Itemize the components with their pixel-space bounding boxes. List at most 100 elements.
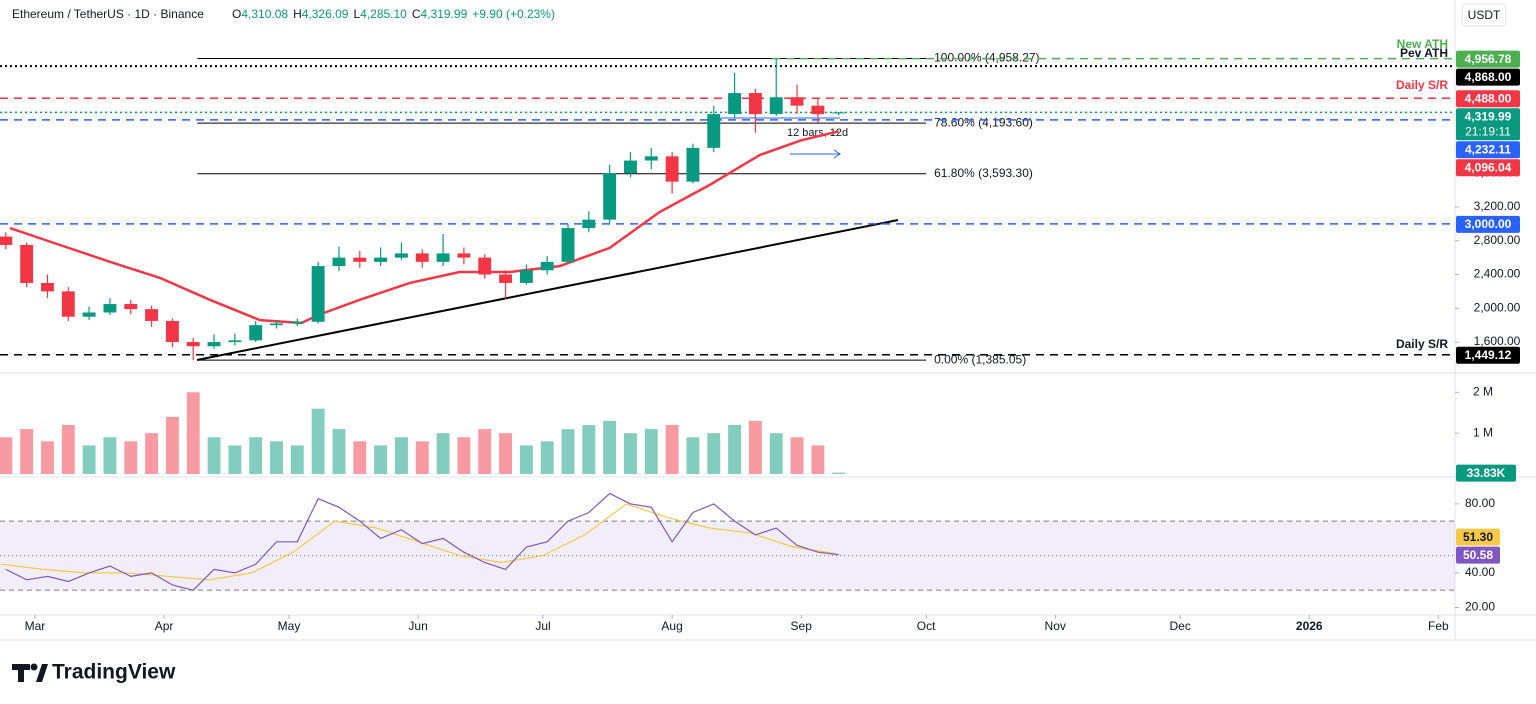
price-badge — [1456, 215, 1520, 233]
x-tick-label: May — [278, 619, 301, 633]
candle-body — [20, 244, 34, 283]
price-badge — [1456, 159, 1520, 177]
volume-bar — [61, 425, 75, 474]
y-tick-label: 2,800.00 — [1474, 233, 1521, 247]
ohlc-value: 4,319.99 — [421, 7, 468, 21]
volume-bar — [686, 437, 700, 474]
candle-body — [0, 236, 13, 245]
annotation: Pev ATH — [1400, 46, 1448, 60]
volume-bar — [603, 420, 617, 474]
volume-bar — [519, 445, 533, 474]
currency[interactable]: USDT — [1468, 8, 1501, 22]
candle-body — [790, 97, 804, 106]
volume-bar — [374, 445, 388, 474]
candle-body — [353, 257, 367, 262]
volume-badge-label: 33.83K — [1467, 466, 1506, 480]
candle-body — [41, 282, 54, 292]
ohlc-value: 4,285.10 — [360, 7, 407, 21]
change: +9.90 (+0.23%) — [472, 7, 555, 21]
price-badge — [1456, 108, 1520, 141]
ohlc-value: 4,310.08 — [241, 7, 288, 21]
rsi-tick-label: 20.00 — [1465, 600, 1495, 614]
ohlc-key: C — [412, 7, 421, 21]
rsi-ma-line — [1, 503, 835, 581]
candle-body — [748, 93, 762, 115]
volume-bar — [415, 441, 429, 474]
logo-shape — [12, 664, 30, 682]
candle-body — [624, 160, 637, 174]
price-badge-label: 4,488.00 — [1465, 91, 1512, 105]
candle-body — [519, 270, 533, 283]
rsi-ma-badge — [1456, 528, 1500, 546]
ema-line — [9, 130, 839, 325]
candle-body — [811, 105, 825, 115]
candle-body — [728, 93, 742, 115]
x-tick-label: Oct — [917, 619, 936, 633]
candle-body — [374, 257, 388, 262]
volume-bar — [290, 445, 304, 474]
rsi-badge — [1456, 546, 1500, 564]
price-badge-label: 4,956.78 — [1465, 52, 1512, 66]
volume-bar — [478, 429, 492, 474]
x-tick-label: Apr — [155, 619, 174, 633]
x-tick-label: Dec — [1169, 619, 1190, 633]
candle-body — [436, 253, 450, 262]
trendline — [196, 219, 899, 361]
candle-body — [207, 342, 221, 347]
rsi-tick-label: 40.00 — [1465, 565, 1495, 579]
ohlc-key: H — [293, 7, 302, 21]
volume-bar — [207, 437, 221, 474]
y-tick-label: 2,000.00 — [1474, 300, 1521, 314]
price-badge-label: 4,319.99 — [1465, 109, 1512, 123]
candle-body — [332, 257, 346, 267]
candle-body — [540, 261, 554, 271]
currency-button[interactable] — [1461, 3, 1507, 27]
candle-body — [478, 257, 492, 275]
ohlc-header: O4,310.08 H4,326.09 L4,285.10 C4,319.99 +9.9… — [232, 7, 555, 21]
fib-label: 78.60% (4,193.60) — [934, 115, 1033, 129]
candle-body — [290, 321, 304, 324]
candle-body — [145, 309, 159, 321]
logo-shape — [30, 663, 38, 671]
volume-bar — [270, 441, 283, 474]
volume-bar — [41, 441, 54, 474]
volume-bar — [644, 429, 658, 474]
annotation: 12 bars, 12d — [787, 127, 848, 139]
candle-body — [394, 253, 408, 258]
volume-bar — [728, 425, 742, 474]
candle-body — [582, 219, 596, 229]
candle-body — [769, 97, 783, 115]
candle-body — [270, 323, 283, 326]
ohlc-key: L — [353, 7, 360, 21]
volume-bar — [769, 433, 783, 474]
volume-bar — [332, 429, 346, 474]
volume-bar — [748, 420, 762, 474]
volume-bar — [82, 445, 96, 474]
volume-bar — [540, 441, 554, 474]
candle-body — [832, 112, 846, 114]
volume-bar — [20, 429, 34, 474]
fib-label: 0.00% (1,385.05) — [934, 352, 1026, 366]
x-tick-label: 2026 — [1296, 619, 1323, 633]
price-badge-label: 1,449.12 — [1465, 348, 1512, 362]
x-tick-label: Sep — [791, 619, 813, 633]
rsi-badge-label: 50.58 — [1463, 548, 1493, 562]
volume-bar — [124, 441, 138, 474]
y-tick-label: 3,200.00 — [1474, 199, 1521, 213]
chart-title: Ethereum / TetherUS · 1D · Binance — [12, 7, 204, 21]
x-tick-label: Feb — [1428, 619, 1449, 633]
candle-body — [124, 304, 138, 310]
candle-body — [228, 340, 242, 343]
candle-body — [415, 253, 429, 262]
volume-bar — [186, 392, 200, 474]
annotation: Daily S/R — [1396, 78, 1448, 92]
candle-body — [603, 173, 617, 220]
price-badge — [1456, 50, 1520, 68]
candle-body — [82, 312, 96, 317]
volume-bar — [457, 437, 471, 474]
volume-bar — [103, 437, 117, 474]
volume-bar — [790, 437, 804, 474]
price-badge — [1456, 141, 1520, 159]
x-tick-label: Jul — [535, 619, 550, 633]
